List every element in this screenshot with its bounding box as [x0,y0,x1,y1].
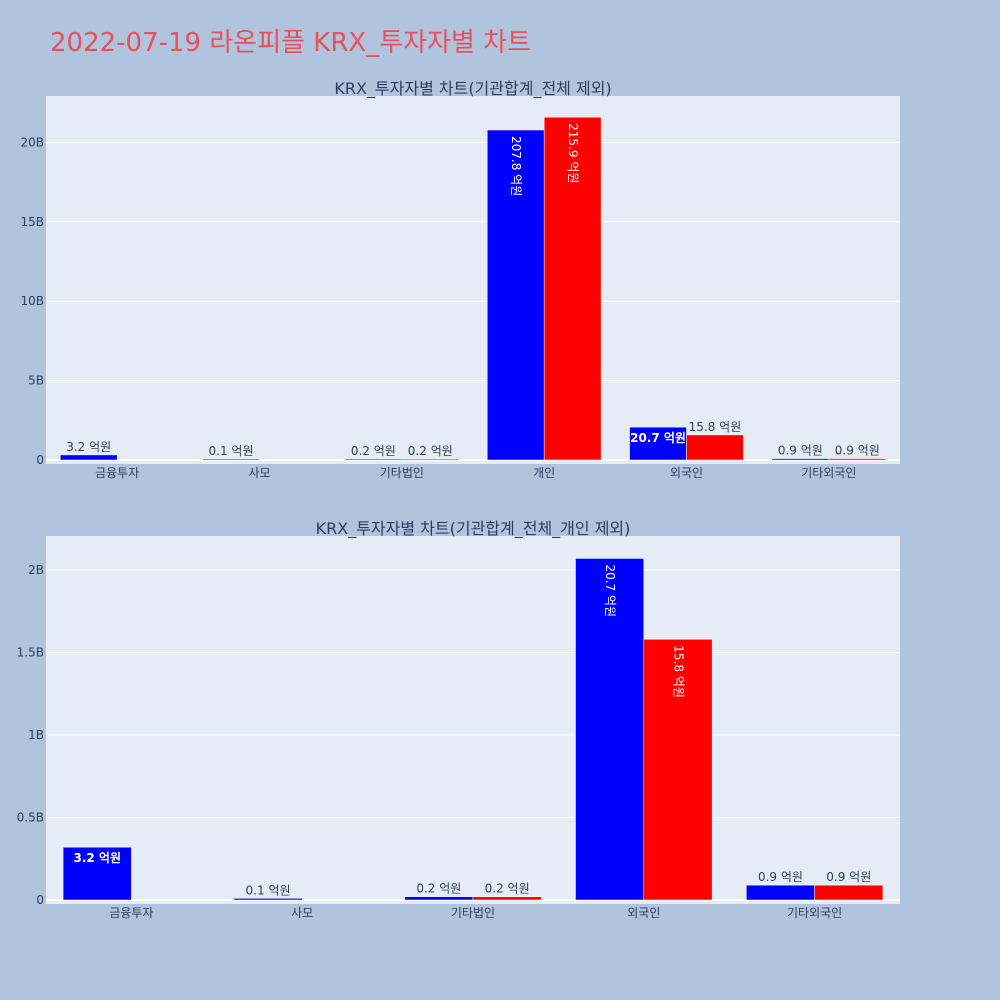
bar [486,129,545,461]
data-label: 0.2 억원 [408,444,453,458]
y-tick-label: 2B [28,563,44,577]
bar [344,458,403,461]
bar [62,846,132,901]
data-label: 0.9 억원 [835,444,880,458]
bar [643,639,713,901]
chart-bottom: 0 0.5B 1B 1.5B 2B KRX_투자자별 차트(기관합계_전체_개인 제외) 금… [17,519,900,920]
data-label: 0.1 억원 [246,883,291,897]
subplot-title: KRX_투자자별 차트(기관합계_전체_개인 제외) [316,519,631,539]
y-tick-label: 5B [28,374,44,388]
data-label: 0.9 억원 [826,870,871,884]
data-label: 215.9 억원 [566,123,580,183]
x-tick-label: 기타법인 [451,906,495,920]
data-label: 15.8 억원 [689,420,742,434]
x-tick-label: 기타외국인 [801,466,856,480]
bar [401,458,460,461]
data-label: 20.7 억원 [630,431,686,445]
x-tick-label: 외국인 [670,466,703,480]
x-tick-label: 사모 [291,906,313,920]
data-label: 3.2 억원 [66,440,111,454]
bar [233,898,303,901]
data-label: 0.1 억원 [209,444,254,458]
bar [814,884,884,901]
plot-area [46,536,900,904]
y-tick-label: 1B [28,728,44,742]
data-label: 0.9 억원 [778,444,823,458]
x-tick-label: 기타외국인 [787,906,842,920]
chart-top: 0 5B 10B 15B 20B KRX_투자자별 차트(기관합계_전체 제외) 금융투자 3… [20,79,900,480]
data-label: 0.2 억원 [351,444,396,458]
x-tick-label: 기타법인 [380,466,424,480]
bar [828,458,887,461]
bar [202,458,260,461]
x-tick-label: 금융투자 [109,906,153,920]
data-label: 0.9 억원 [758,870,803,884]
page-title: 2022-07-19 라온피플 KRX_투자자별 차트 [50,28,532,58]
y-tick-label: 0 [36,453,44,467]
y-tick-label: 0 [36,893,44,907]
y-tick-label: 1.5B [17,646,44,660]
bar [686,434,744,461]
bar [472,896,542,901]
bar [771,458,830,461]
x-tick-label: 금융투자 [95,466,139,480]
data-label: 207.8 억원 [509,136,523,196]
x-tick-label: 외국인 [627,906,660,920]
x-tick-label: 사모 [248,466,270,480]
x-tick-label: 개인 [533,466,555,480]
data-label: 20.7 억원 [603,564,617,617]
y-tick-label: 10B [20,294,44,308]
data-label: 15.8 억원 [671,645,685,698]
data-label: 3.2 억원 [73,851,121,865]
y-tick-label: 15B [20,215,44,229]
bar [404,896,474,901]
subplot-title: KRX_투자자별 차트(기관합계_전체 제외) [334,79,611,99]
data-label: 0.2 억원 [485,882,530,896]
y-tick-label: 0.5B [17,811,44,825]
bar [59,454,118,461]
bar [746,884,815,901]
plot-area [46,96,900,464]
data-label: 0.2 억원 [416,882,461,896]
bar [575,558,645,901]
bar [543,116,602,461]
y-tick-label: 20B [20,135,44,149]
